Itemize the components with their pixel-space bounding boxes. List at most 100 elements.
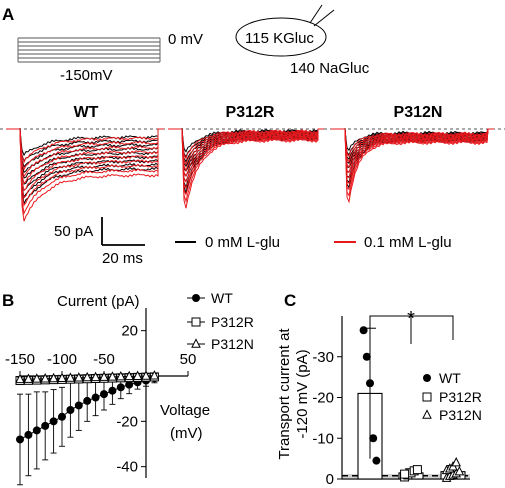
y-tick-label: -10 (312, 430, 334, 447)
current-trace (331, 128, 494, 158)
y-tick-label: -20 (312, 390, 334, 407)
data-point-p312n (451, 457, 462, 467)
data-point-p312n (99, 371, 109, 381)
data-point-wt (125, 380, 134, 389)
panel-c-y-title-1: Transport current at (276, 328, 293, 460)
pipette-line (313, 9, 335, 27)
panel-b-x-title-2: (mV) (170, 425, 203, 442)
data-point-wt (116, 383, 125, 392)
data-point-p312n (454, 465, 465, 476)
data-point-p312n (73, 372, 84, 382)
data-point-wt (359, 326, 368, 335)
current-trace (6, 128, 164, 222)
data-point-p312n (90, 371, 101, 382)
panel-c: C Transport current at -120 mV (pA) * 0-… (276, 291, 482, 488)
data-point-p312r (412, 465, 422, 475)
transport-bar-chart: 0 -10 -20 -30 WT P312R P312N (312, 315, 482, 488)
legend-label-0.1mM: 0.1 mM L-glu (364, 234, 452, 251)
current-trace (6, 128, 164, 192)
x-tick-label: 50 (180, 351, 197, 368)
trace-title-p312n: P312N (394, 104, 443, 121)
legend-marker (422, 392, 432, 402)
data-point-p312n (115, 370, 126, 381)
current-trace (168, 128, 324, 204)
legend-label: P312N (211, 336, 254, 352)
x-tick-label: -150 (5, 351, 35, 368)
data-point-p312n (149, 370, 160, 380)
x-tick-label: -50 (93, 351, 115, 368)
panel-b: B Current (pA) Voltage (mV) -150 -100 -50 5… (2, 290, 254, 486)
legend-label: P312R (211, 314, 254, 330)
current-trace (6, 128, 164, 185)
data-point-p312n (65, 372, 76, 382)
current-trace (6, 128, 164, 199)
data-point-wt (66, 406, 75, 414)
data-point-p312n (15, 373, 25, 384)
current-trace (331, 128, 494, 174)
current-trace (331, 128, 494, 169)
panel-c-y-title-2: -120 mV (pA) (294, 349, 311, 438)
pipette-line (309, 4, 323, 24)
legend-label: P312R (439, 389, 482, 405)
pipette-solution-label: 115 KGluc (245, 30, 314, 47)
protocol-step-label: -150mV (60, 67, 113, 84)
data-point-p312r (400, 469, 410, 479)
panel-c-letter: C (284, 291, 296, 310)
legend-marker (423, 374, 431, 382)
y-tick-label: -40 (116, 459, 138, 476)
data-point-wt (83, 396, 92, 405)
scale-time-label: 20 ms (102, 250, 143, 267)
data-point-wt (74, 401, 83, 410)
current-trace (6, 128, 164, 215)
data-point-wt (100, 390, 108, 399)
data-point-p312n (82, 371, 93, 382)
data-point-p312n (48, 372, 59, 383)
data-point-p312n (31, 373, 42, 383)
data-point-wt (32, 426, 41, 435)
legend-marker (422, 409, 432, 419)
data-point-wt (369, 434, 378, 443)
data-point-p312n (23, 373, 34, 383)
current-trace (168, 128, 324, 166)
data-point-p312n (124, 370, 135, 381)
current-trace (168, 128, 324, 190)
current-trace (331, 128, 494, 191)
iv-chart: -150 -100 -50 50 20 -20 -40 WT P312R P312N (5, 290, 254, 486)
data-point-wt (372, 456, 381, 465)
current-trace (168, 128, 324, 178)
current-trace (331, 128, 494, 179)
current-trace (168, 128, 324, 172)
legend-label: WT (439, 370, 461, 386)
panel-a: A 0 mV -150mV 115 KGluc 140 NaGluc WT P3… (0, 4, 505, 267)
legend-marker (192, 294, 200, 302)
panel-b-y-title: Current (pA) (57, 293, 140, 310)
data-point-wt (362, 352, 371, 361)
legend-label: P312N (439, 407, 482, 423)
legend-marker (191, 338, 201, 348)
data-point-wt (108, 386, 117, 395)
current-trace (331, 128, 494, 184)
data-point-p312n (57, 372, 67, 382)
bath-solution-label: 140 NaGluc (290, 60, 370, 77)
current-trace (331, 128, 494, 204)
data-point-wt (24, 430, 33, 439)
current-trace (168, 128, 324, 209)
data-point-p312n (132, 370, 143, 380)
data-point-wt (49, 417, 58, 426)
cell-ellipse (235, 17, 327, 57)
current-trace (168, 128, 324, 196)
current-trace (331, 128, 494, 197)
data-point-wt (91, 393, 100, 402)
current-trace (168, 128, 324, 160)
current-trace (6, 128, 164, 192)
legend-label-0mM: 0 mM L-glu (205, 234, 280, 251)
data-point-wt (41, 421, 50, 430)
y-tick-label: -30 (312, 349, 334, 366)
current-trace (6, 128, 164, 185)
panel-b-letter: B (2, 291, 14, 310)
current-trace (6, 128, 164, 207)
data-point-p312n (141, 370, 151, 380)
y-tick-label: -20 (116, 413, 138, 430)
data-point-wt (16, 435, 24, 444)
